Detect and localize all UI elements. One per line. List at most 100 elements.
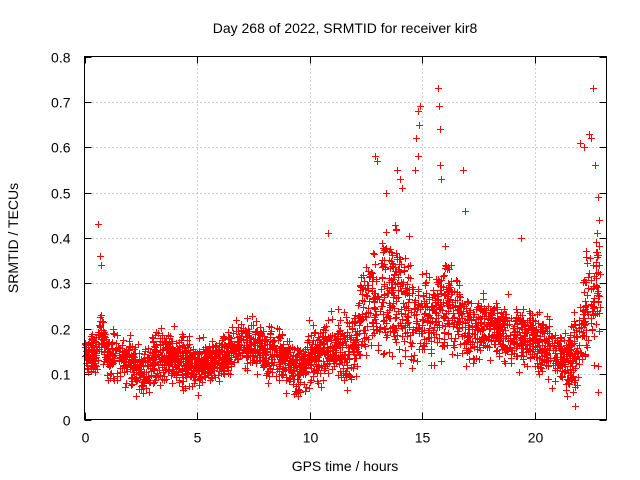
- data-point: [94, 366, 101, 373]
- data-point: [222, 353, 229, 360]
- data-point: [591, 304, 598, 311]
- data-point: [513, 306, 520, 313]
- data-point: [581, 289, 588, 296]
- data-point: [394, 332, 401, 339]
- data-point: [370, 250, 377, 257]
- data-point: [352, 318, 359, 325]
- data-point: [588, 286, 595, 293]
- data-point: [360, 272, 367, 279]
- data-point: [428, 338, 435, 345]
- data-point: [317, 370, 324, 377]
- data-point: [324, 347, 331, 354]
- data-point: [593, 263, 600, 270]
- data-point: [444, 302, 451, 309]
- data-point: [383, 334, 390, 341]
- data-point: [505, 291, 512, 298]
- data-point: [310, 337, 317, 344]
- data-point: [111, 331, 118, 338]
- data-point: [308, 344, 315, 351]
- plot-frame: [84, 56, 607, 420]
- data-point: [529, 331, 536, 338]
- data-point: [399, 316, 406, 323]
- data-point: [99, 318, 106, 325]
- data-point: [387, 302, 394, 309]
- data-point: [503, 333, 510, 340]
- data-point: [390, 323, 397, 330]
- data-point: [346, 355, 353, 362]
- data-point: [196, 376, 203, 383]
- data-point: [503, 314, 510, 321]
- data-point: [345, 348, 352, 355]
- data-point: [295, 347, 302, 354]
- data-point: [450, 342, 457, 349]
- data-point: [495, 325, 502, 332]
- data-point: [422, 304, 429, 311]
- data-point: [230, 330, 237, 337]
- data-point: [456, 291, 463, 298]
- data-point: [206, 362, 213, 369]
- data-point: [314, 344, 321, 351]
- data-point: [362, 286, 369, 293]
- data-point: [511, 329, 518, 336]
- data-point: [234, 338, 241, 345]
- data-point: [434, 279, 441, 286]
- data-point: [196, 335, 203, 342]
- data-point: [131, 371, 138, 378]
- data-point: [84, 357, 91, 364]
- data-point: [585, 311, 592, 318]
- data-point: [354, 348, 361, 355]
- data-point: [547, 357, 554, 364]
- data-point: [405, 307, 412, 314]
- data-point: [480, 308, 487, 315]
- data-point: [467, 307, 474, 314]
- data-point: [365, 305, 372, 312]
- data-point: [566, 352, 573, 359]
- data-point: [358, 317, 365, 324]
- data-point: [116, 358, 123, 365]
- data-point: [343, 314, 350, 321]
- data-point: [149, 356, 156, 363]
- data-point: [498, 315, 505, 322]
- data-point: [290, 381, 297, 388]
- data-point: [279, 332, 286, 339]
- data-point: [378, 286, 385, 293]
- data-point: [585, 285, 592, 292]
- data-point: [527, 354, 534, 361]
- data-point: [404, 313, 411, 320]
- data-point: [186, 341, 193, 348]
- data-point: [363, 292, 370, 299]
- data-point: [437, 126, 444, 133]
- data-point: [130, 356, 137, 363]
- data-point: [159, 332, 166, 339]
- data-point: [560, 351, 567, 358]
- data-point: [209, 375, 216, 382]
- x-tick-label: 5: [194, 430, 202, 446]
- data-point: [236, 344, 243, 351]
- data-point: [176, 339, 183, 346]
- data-point: [368, 342, 375, 349]
- data-point: [107, 375, 114, 382]
- data-point: [596, 262, 603, 269]
- data-point: [335, 306, 342, 313]
- data-point: [449, 299, 456, 306]
- y-tick-label: 0.3: [51, 276, 71, 292]
- data-point: [591, 333, 598, 340]
- data-point: [481, 337, 488, 344]
- data-point: [438, 176, 445, 183]
- data-point: [377, 308, 384, 315]
- data-point: [433, 331, 440, 338]
- data-point: [216, 378, 223, 385]
- data-point: [547, 343, 554, 350]
- data-point: [464, 298, 471, 305]
- data-point: [264, 348, 271, 355]
- data-point: [594, 230, 601, 237]
- data-point: [166, 367, 173, 374]
- data-point: [509, 347, 516, 354]
- data-point: [445, 308, 452, 315]
- data-point: [397, 320, 404, 327]
- chart-title: Day 268 of 2022, SRMTID for receiver kir…: [213, 20, 478, 36]
- data-point: [541, 348, 548, 355]
- data-point: [146, 389, 153, 396]
- data-point: [569, 374, 576, 381]
- data-point: [325, 317, 332, 324]
